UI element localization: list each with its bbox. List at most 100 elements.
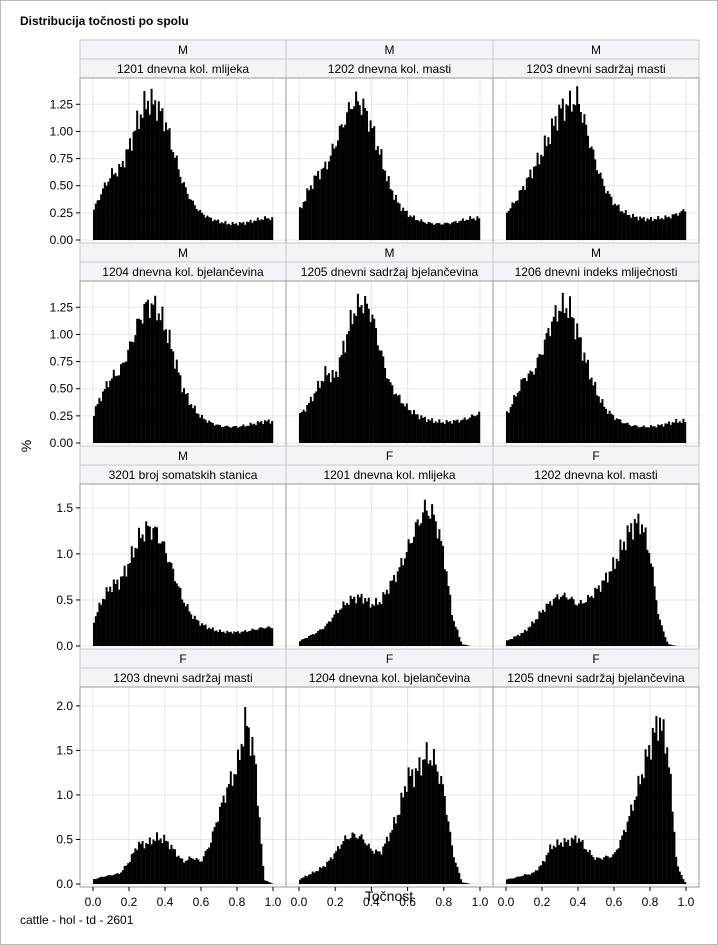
histogram-bar: [617, 419, 620, 443]
histogram-bar: [375, 598, 378, 646]
histogram-bar: [96, 878, 99, 884]
histogram-bar: [623, 541, 625, 646]
histogram-bar: [333, 148, 336, 240]
histogram-bar: [215, 424, 218, 443]
histogram-bar: [309, 396, 312, 443]
histogram-bar: [614, 852, 616, 884]
histogram-bar: [628, 815, 631, 884]
histogram-bar: [264, 420, 266, 443]
histogram-bar: [597, 585, 600, 646]
histogram-bar: [639, 784, 642, 884]
histogram-bar: [139, 114, 142, 240]
histogram-bar: [213, 219, 216, 240]
histogram-bar: [118, 375, 121, 443]
histogram-bar: [416, 770, 419, 884]
histogram-bar: [179, 858, 182, 884]
histogram-bar: [134, 547, 137, 646]
histogram-bar: [382, 846, 385, 884]
histogram-bar: [574, 604, 577, 646]
histogram-bar: [228, 223, 230, 240]
y-tick-label: 1.5: [56, 501, 73, 515]
histogram-bar: [299, 207, 302, 240]
histogram-bar: [229, 225, 232, 240]
histogram-bar: [220, 426, 223, 443]
histogram-bar: [507, 412, 510, 443]
histogram-bar: [432, 748, 435, 884]
histogram-bar: [265, 880, 268, 884]
histogram-bar: [258, 627, 261, 646]
histogram-bar: [545, 855, 548, 884]
y-tick-label: 0.75: [50, 152, 74, 166]
histogram-bar: [456, 419, 459, 443]
histogram-bar: [329, 382, 332, 443]
histogram-bar: [651, 220, 654, 240]
histogram-bar: [619, 539, 622, 646]
histogram-bar: [262, 628, 265, 646]
histogram-bar: [427, 763, 430, 884]
histogram-bar: [375, 150, 378, 240]
histogram-bar: [507, 210, 510, 240]
histogram-bar: [335, 610, 338, 646]
histogram-bar: [125, 361, 128, 443]
histogram-bar: [418, 757, 421, 884]
histogram-bar: [465, 419, 468, 443]
histogram-bar: [226, 630, 229, 646]
histogram-bar: [506, 212, 508, 240]
histogram-bar: [159, 320, 162, 443]
histogram-bar: [420, 415, 423, 443]
histogram-bar: [222, 631, 225, 646]
histogram-bar: [157, 840, 160, 884]
histogram-bar: [511, 404, 514, 443]
histogram-bar: [201, 861, 203, 884]
histogram-bar: [603, 580, 606, 646]
histogram-bar: [93, 622, 95, 646]
histogram-bar: [461, 882, 464, 884]
histogram-bar: [623, 213, 625, 240]
histogram-bar: [405, 403, 408, 443]
histogram-bar: [560, 596, 562, 646]
histogram-bar: [384, 170, 387, 240]
histogram-bar: [561, 595, 564, 646]
histogram-bar: [94, 406, 97, 443]
histogram-bar: [558, 104, 561, 240]
histogram-bar: [545, 603, 548, 646]
histogram-bar: [646, 427, 649, 443]
histogram-bar: [186, 604, 189, 646]
histogram-bar: [130, 341, 133, 443]
histogram-bar: [195, 208, 198, 240]
histogram-bar: [267, 881, 270, 884]
histogram-bar: [322, 628, 325, 646]
histogram-bar: [434, 764, 437, 884]
histogram-bar: [619, 211, 622, 240]
histogram-bar: [463, 644, 466, 646]
histogram-bar: [660, 218, 663, 240]
histogram-bar: [170, 349, 173, 443]
histogram-bar: [534, 368, 537, 443]
histogram-bar: [551, 118, 553, 240]
histogram-bar: [506, 640, 508, 646]
histogram-bar: [409, 410, 412, 443]
x-tick-label: 0.8: [642, 895, 659, 909]
histogram-bar: [623, 423, 625, 443]
histogram-bar: [587, 852, 589, 884]
histogram-bar: [353, 106, 356, 240]
histogram-bar: [567, 599, 570, 646]
histogram-bar: [420, 523, 423, 646]
histogram-bar: [299, 879, 302, 884]
histogram-bar: [258, 220, 261, 240]
histogram-bar: [400, 210, 403, 240]
histogram-bar: [103, 182, 106, 240]
histogram-bar: [594, 381, 597, 443]
histogram-bar: [215, 822, 218, 884]
histogram-bar: [542, 861, 544, 884]
histogram-bar: [642, 777, 645, 884]
histogram-bar: [376, 345, 379, 443]
histogram-bar: [329, 621, 332, 646]
histogram-bar: [565, 597, 568, 646]
histogram-bar: [411, 542, 414, 646]
histogram-bar: [163, 541, 166, 646]
histogram-bar: [235, 425, 238, 443]
histogram-bar: [147, 100, 149, 240]
x-tick-label: 0.2: [327, 895, 344, 909]
histogram-bar: [197, 620, 200, 646]
